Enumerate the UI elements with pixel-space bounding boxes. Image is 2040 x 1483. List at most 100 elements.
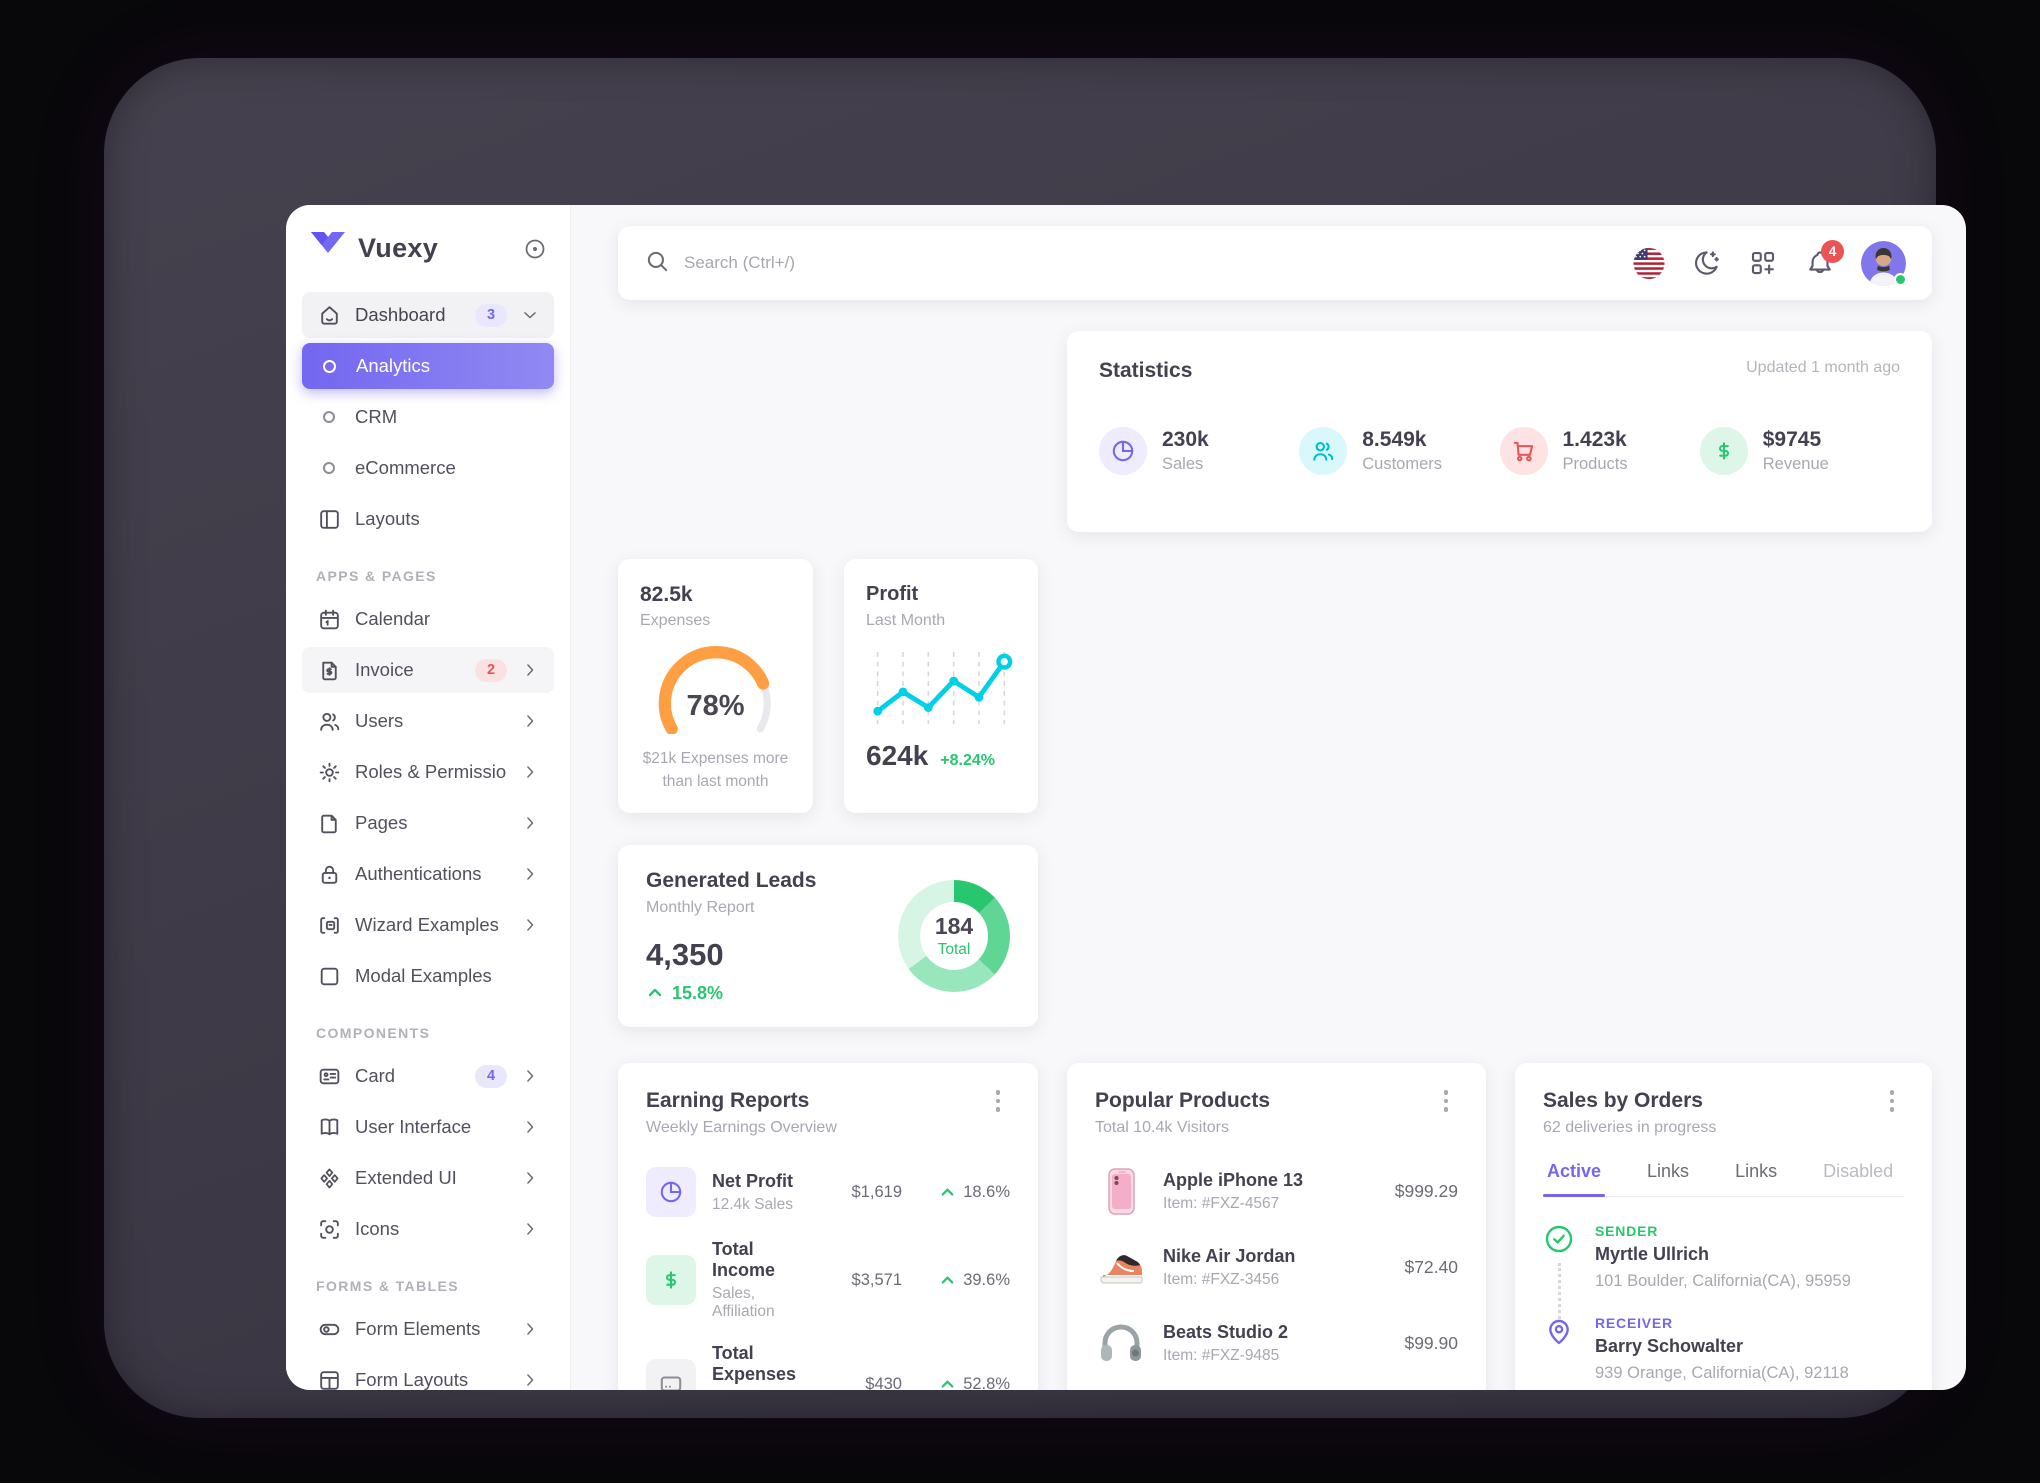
sidebar-item-users[interactable]: Users [302,698,554,744]
sales-subtitle: 62 deliveries in progress [1543,1119,1717,1136]
tab-active[interactable]: Active [1542,1161,1606,1197]
notification-badge: 4 [1821,240,1844,263]
layout-top-icon [316,1367,342,1390]
profit-value: 624k [866,740,929,771]
extended-ui-icon [316,1165,342,1191]
bullet-icon [323,411,335,423]
cart-icon [1499,427,1548,475]
stat-sales: 230k Sales [1099,427,1299,475]
brand[interactable]: Vuexy [302,227,554,292]
pie-chart-icon [1099,427,1147,475]
topbar: 4 [618,226,1932,300]
sales-title: Sales by Orders [1543,1089,1703,1112]
sidebar-item-layouts[interactable]: Layouts [302,496,554,542]
language-flag-icon[interactable] [1633,247,1665,279]
device-frame: Vuexy Dashboard 3 [104,58,1966,1418]
timeline-connector [1558,1263,1561,1319]
credit-card-icon [646,1359,696,1390]
gear-icon [316,759,342,785]
products-title: Popular Products [1095,1089,1271,1112]
leads-donut: 184 Total [898,880,1010,992]
dark-mode-moon-icon[interactable] [1690,247,1722,279]
expenses-card: 82.5k Expenses 78% $21k Expenses more th… [618,559,813,813]
report-row-net-profit: Net Profit 12.4k Sales $1,619 18.6% [646,1167,1010,1217]
tab-links-2[interactable]: Links [1735,1161,1778,1181]
lock-icon [316,861,342,887]
iphone-product-image [1095,1165,1147,1217]
map-pin-icon [1543,1315,1575,1347]
dollar-icon [1699,427,1748,475]
menu-pin-toggle-icon[interactable] [522,236,548,262]
headphones-product-image [1095,1317,1147,1369]
sidebar-item-pages[interactable]: Pages [302,800,554,846]
chevron-right-icon [520,1168,540,1188]
search-input[interactable] [684,253,1619,273]
popular-products-card: Popular Products Total 10.4k Visitors Ap… [1067,1063,1486,1390]
brand-name: Vuexy [358,233,439,263]
product-row-beats: Beats Studio 2 Item: #FXZ-9485 $99.90 [1095,1317,1458,1369]
sidebar-item-modal-examples[interactable]: Modal Examples [302,953,554,999]
sidebar-item-card[interactable]: Card 4 [302,1053,554,1099]
profit-change: +8.24% [940,752,996,769]
sidebar-item-invoice[interactable]: Invoice 2 [302,647,554,693]
earning-reports-card: Earning Reports Weekly Earnings Overview… [618,1063,1038,1390]
tab-links-1[interactable]: Links [1647,1161,1690,1181]
file-dollar-icon [316,657,342,683]
expenses-gauge-progress [658,646,773,736]
sidebar-item-extended-ui[interactable]: Extended UI [302,1155,554,1201]
app-grid-icon[interactable] [1747,247,1779,279]
sidebar-item-user-interface[interactable]: User Interface [302,1104,554,1150]
product-row-iphone: Apple iPhone 13 Item: #FXZ-4567 $999.29 [1095,1165,1458,1217]
users-icon [316,708,342,734]
report-row-total-income: Total Income Sales, Affiliation $3,571 3… [646,1239,1010,1321]
search-icon[interactable] [644,248,670,279]
tab-disabled[interactable]: Disabled [1823,1161,1894,1181]
kebab-menu-icon[interactable] [1434,1089,1458,1113]
expenses-label: Expenses [640,612,711,629]
leads-title: Generated Leads [646,868,817,892]
expenses-value: 82.5k [640,583,693,606]
sidebar-item-form-elements[interactable]: Form Elements [302,1306,554,1352]
kebab-menu-icon[interactable] [986,1089,1010,1113]
chevron-right-icon [520,1319,540,1339]
sidebar-item-crm[interactable]: CRM [302,394,554,440]
file-icon [316,810,342,836]
section-heading-components: COMPONENTS [316,1025,431,1041]
products-subtitle: Total 10.4k Visitors [1095,1119,1229,1136]
pie-chart-icon [646,1167,696,1217]
profit-subtitle: Last Month [866,612,946,629]
users-icon [1299,427,1348,475]
profit-title: Profit [866,583,919,605]
chevron-right-icon [520,915,540,935]
notification-bell-icon[interactable]: 4 [1804,240,1844,279]
sidebar-item-authentications[interactable]: Authentications [302,851,554,897]
generated-leads-card: Generated Leads Monthly Report 4,350 15.… [618,845,1038,1027]
sidebar-item-roles-permissions[interactable]: Roles & Permissions [302,749,554,795]
chevron-right-icon [520,1066,540,1086]
stat-products: 1.423k Products [1499,427,1700,475]
sidebar-item-icons[interactable]: Icons [302,1206,554,1252]
sidebar-item-form-layouts[interactable]: Form Layouts [302,1357,554,1390]
toggle-icon [316,1316,342,1342]
receiver-block: RECEIVER Barry Schowalter 939 Orange, Ca… [1543,1315,1904,1383]
sidebar-item-ecommerce[interactable]: eCommerce [302,445,554,491]
chevron-right-icon [520,1117,540,1137]
sidebar: Vuexy Dashboard 3 [286,205,571,1390]
sidebar-item-analytics[interactable]: Analytics [302,343,554,389]
sidebar-item-wizard-examples[interactable]: Wizard Examples [302,902,554,948]
caret-up-icon [646,984,664,1002]
invoice-badge: 2 [475,658,507,682]
sidebar-item-calendar[interactable]: Calendar [302,596,554,642]
leads-subtitle: Monthly Report [646,898,755,916]
kebab-menu-icon[interactable] [1880,1089,1904,1113]
user-avatar[interactable] [1861,240,1907,286]
delivery-timeline: SENDER Myrtle Ullrich 101 Boulder, Calif… [1543,1223,1904,1383]
dollar-icon [646,1255,696,1305]
expenses-percent: 78% [686,690,745,722]
product-row-nike: Nike Air Jordan Item: #FXZ-3456 $72.40 [1095,1241,1458,1293]
leads-donut-center: 184 Total [920,902,988,970]
sales-tabs: Active Links Links Disabled [1542,1161,1904,1197]
sidebar-item-dashboard[interactable]: Dashboard 3 [302,292,554,338]
icons-icon [316,1216,342,1242]
caret-up-icon [939,1272,956,1289]
